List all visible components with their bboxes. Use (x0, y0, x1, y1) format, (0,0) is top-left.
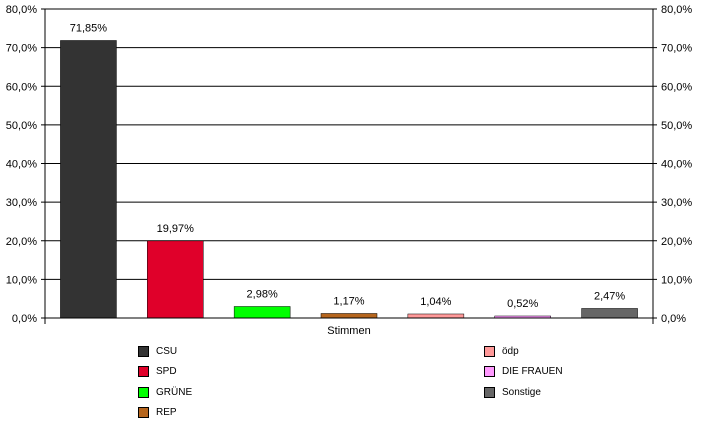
y-tick-label-left: 50,0% (6, 120, 37, 132)
y-tick-label-left: 20,0% (6, 236, 37, 248)
y-tick-label-right: 60,0% (661, 81, 692, 93)
y-tick-label-right: 70,0% (661, 43, 692, 55)
bar-CSU (60, 40, 117, 319)
y-tick-label-right: 10,0% (661, 274, 692, 286)
y-tick-label-right: 20,0% (661, 236, 692, 248)
y-tick-label-left: 60,0% (6, 81, 37, 93)
x-axis-label: Stimmen (327, 325, 370, 337)
y-tick-label-left: 10,0% (6, 274, 37, 286)
y-tick-label-left: 30,0% (6, 197, 37, 209)
y-tick-label-left: 70,0% (6, 43, 37, 55)
legend-swatch (138, 407, 149, 418)
data-label-SPD: 19,97% (157, 223, 195, 235)
y-tick-label-left: 80,0% (6, 4, 37, 16)
legend-swatch (484, 346, 495, 357)
legend-label: ödp (502, 346, 519, 357)
y-tick-label-right: 30,0% (661, 197, 692, 209)
data-label-DIE FRAUEN: 0,52% (507, 298, 538, 310)
legend-label: SPD (156, 366, 177, 377)
legend-swatch (484, 366, 495, 377)
y-tick-label-left: 0,0% (12, 313, 37, 325)
data-label-REP: 1,17% (333, 295, 364, 307)
data-label-Sonstige: 2,47% (594, 290, 625, 302)
bar-ödp (407, 313, 465, 319)
legend-swatch (138, 387, 149, 398)
bar-Sonstige (581, 308, 638, 319)
gridlines (45, 8, 653, 280)
bar-REP (320, 313, 378, 319)
axes (44, 9, 654, 324)
legend-label: CSU (156, 346, 178, 357)
legend-swatch (138, 346, 149, 357)
y-axis-right-ticks: 0,0% 10,0% 20,0% 30,0% 40,0% 50,0% 60,0% 70,0% 8… (653, 4, 692, 325)
data-label-CSU: 71,85% (70, 22, 108, 34)
y-axis-left-ticks: 0,0% 10,0% 20,0% 30,0% 40,0% 50,0% 60,0% 70,0% 8… (6, 4, 45, 325)
legend-swatch (138, 366, 149, 377)
legend-swatch (484, 387, 495, 398)
legend-label: Sonstige (502, 387, 541, 398)
y-tick-label-right: 40,0% (661, 159, 692, 171)
bar-chart: 0,0% 10,0% 20,0% 30,0% 40,0% 50,0% 60,0% 70,0% 8… (6, 4, 693, 337)
data-label-GRÜNE: 2,98% (247, 288, 278, 300)
legend-label: REP (156, 407, 177, 418)
bars (60, 40, 638, 319)
bar-SPD (147, 240, 204, 319)
bar-GRÜNE (233, 306, 291, 319)
y-tick-label-right: 50,0% (661, 120, 692, 132)
y-tick-label-left: 40,0% (6, 159, 37, 171)
y-tick-label-right: 0,0% (661, 313, 686, 325)
legend-label: GRÜNE (156, 387, 193, 398)
y-tick-label-right: 80,0% (661, 4, 692, 16)
data-label-ödp: 1,04% (420, 296, 451, 308)
legend-label: DIE FRAUEN (502, 366, 563, 377)
data-labels: 71,85% 19,97% 2,98% 1,17% 1,04% 0,52% 2,47% (70, 22, 626, 310)
